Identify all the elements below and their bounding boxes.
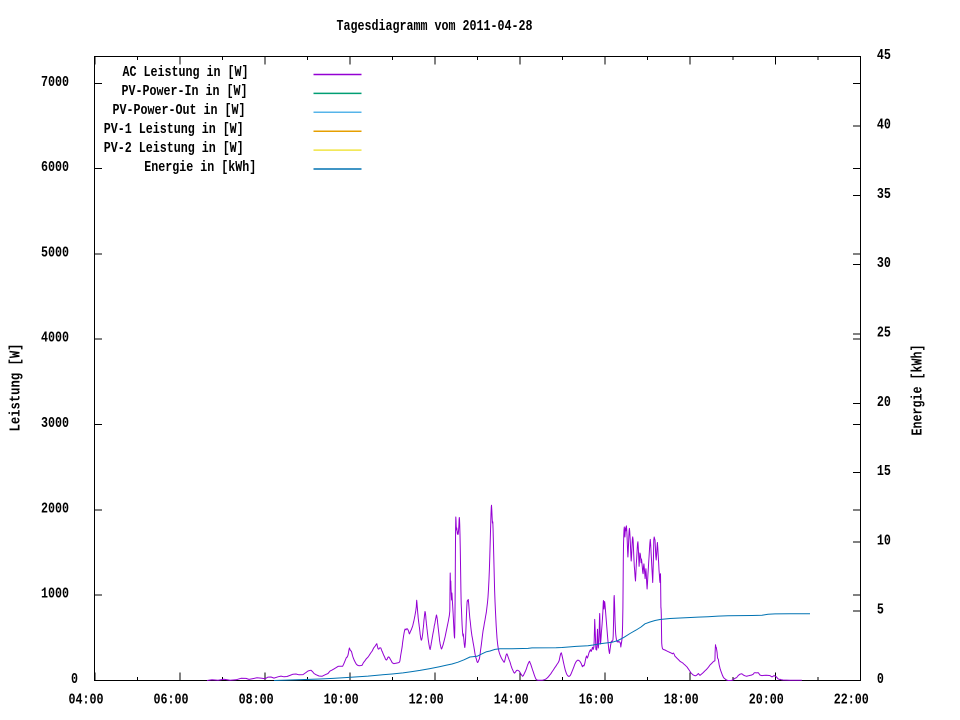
svg-text:25: 25 <box>877 325 891 341</box>
svg-text:16:00: 16:00 <box>579 692 614 708</box>
svg-text:3000: 3000 <box>41 416 69 432</box>
svg-text:20: 20 <box>877 395 891 411</box>
svg-text:PV-Power-Out in [W]: PV-Power-Out in [W] <box>113 103 246 119</box>
svg-text:10:00: 10:00 <box>324 692 359 708</box>
svg-text:35: 35 <box>877 187 891 203</box>
svg-text:08:00: 08:00 <box>239 692 274 708</box>
svg-text:0: 0 <box>71 672 78 688</box>
svg-text:Energie [kWh]: Energie [kWh] <box>910 345 926 436</box>
svg-text:4000: 4000 <box>41 331 69 347</box>
svg-text:30: 30 <box>877 256 891 272</box>
svg-text:10: 10 <box>877 533 891 549</box>
svg-text:40: 40 <box>877 118 891 134</box>
svg-text:06:00: 06:00 <box>154 692 189 708</box>
svg-text:45: 45 <box>877 48 891 64</box>
svg-text:6000: 6000 <box>41 160 69 176</box>
svg-text:Leistung [W]: Leistung [W] <box>9 344 25 432</box>
svg-text:2000: 2000 <box>41 501 69 517</box>
svg-text:1000: 1000 <box>41 587 69 603</box>
svg-text:20:00: 20:00 <box>749 692 784 708</box>
svg-text:Energie in [kWh]: Energie in [kWh] <box>144 160 256 176</box>
svg-text:5: 5 <box>877 603 884 619</box>
svg-text:PV-2 Leistung in [W]: PV-2 Leistung in [W] <box>104 141 244 157</box>
svg-text:18:00: 18:00 <box>664 692 699 708</box>
svg-text:14:00: 14:00 <box>494 692 529 708</box>
svg-text:PV-Power-In in [W]: PV-Power-In in [W] <box>122 84 248 100</box>
svg-text:7000: 7000 <box>41 75 69 91</box>
svg-text:22:00: 22:00 <box>834 692 869 708</box>
svg-text:15: 15 <box>877 464 891 480</box>
svg-text:PV-1 Leistung in [W]: PV-1 Leistung in [W] <box>104 122 244 138</box>
svg-text:5000: 5000 <box>41 245 69 261</box>
svg-text:04:00: 04:00 <box>69 692 104 708</box>
svg-text:AC Leistung in [W]: AC Leistung in [W] <box>123 65 249 81</box>
svg-text:12:00: 12:00 <box>409 692 444 708</box>
svg-text:0: 0 <box>877 672 884 688</box>
svg-text:Tagesdiagramm vom 2011-04-28: Tagesdiagramm vom 2011-04-28 <box>337 19 533 35</box>
